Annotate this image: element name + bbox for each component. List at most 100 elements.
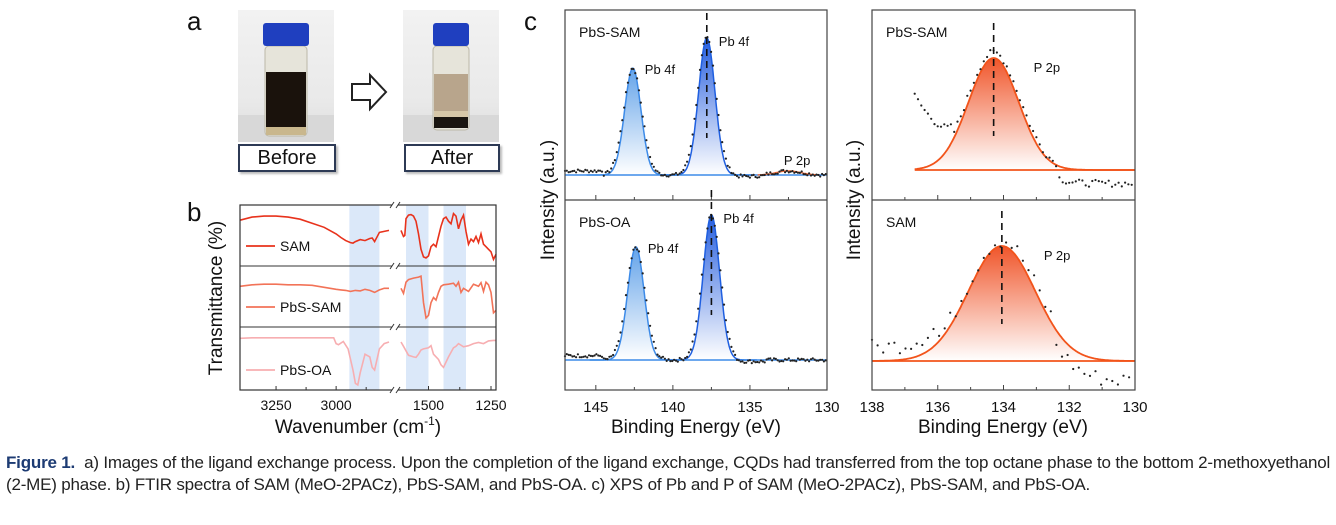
data-point bbox=[819, 358, 822, 361]
data-point bbox=[1083, 372, 1086, 375]
data-point bbox=[778, 170, 781, 173]
data-point bbox=[693, 117, 696, 120]
data-point bbox=[593, 354, 596, 357]
data-point bbox=[1033, 274, 1036, 277]
data-point bbox=[1044, 305, 1047, 308]
data-point bbox=[926, 336, 930, 339]
data-point bbox=[763, 173, 766, 177]
data-point bbox=[604, 357, 607, 360]
data-point bbox=[1018, 99, 1022, 102]
data-point bbox=[972, 81, 976, 84]
data-point bbox=[1107, 179, 1110, 182]
data-point bbox=[587, 171, 591, 174]
legend-label: SAM bbox=[280, 238, 310, 254]
data-point bbox=[674, 171, 678, 175]
data-point bbox=[615, 151, 618, 154]
data-point bbox=[1104, 181, 1107, 185]
data-point bbox=[589, 354, 593, 357]
data-point bbox=[610, 167, 613, 170]
data-point bbox=[798, 358, 802, 361]
data-point bbox=[706, 227, 709, 230]
peak-fill bbox=[589, 246, 682, 360]
data-point bbox=[684, 164, 687, 167]
data-point bbox=[691, 340, 694, 343]
figure-caption: Figure 1. a) Images of the ligand exchan… bbox=[6, 452, 1336, 496]
peak-annotation: P 2p bbox=[1034, 60, 1061, 75]
data-point bbox=[612, 161, 615, 164]
data-point bbox=[689, 145, 692, 148]
data-point bbox=[663, 173, 667, 176]
data-point bbox=[767, 173, 770, 176]
data-point bbox=[1005, 65, 1008, 68]
data-point bbox=[1055, 343, 1058, 346]
xps-p-xlabel: Binding Energy (eV) bbox=[918, 417, 1088, 438]
figure-charts: SAM PbS-SAM PbS-OA 3250 3000 1500 1250 PbS-SAM… bbox=[206, 9, 1148, 438]
data-point bbox=[809, 358, 813, 361]
axis-break-gap bbox=[392, 203, 398, 207]
data-point bbox=[949, 123, 953, 126]
data-point bbox=[700, 273, 704, 276]
data-point bbox=[782, 168, 785, 172]
data-point bbox=[999, 54, 1002, 57]
data-point bbox=[739, 360, 742, 363]
data-point bbox=[700, 54, 704, 57]
data-point bbox=[673, 173, 676, 176]
data-point bbox=[571, 170, 574, 173]
data-point bbox=[632, 248, 635, 251]
data-point bbox=[956, 120, 959, 123]
data-point bbox=[743, 361, 746, 364]
data-point bbox=[756, 360, 759, 364]
data-point bbox=[979, 68, 982, 71]
data-point bbox=[643, 286, 646, 289]
data-point bbox=[1071, 181, 1074, 184]
data-point bbox=[1081, 179, 1084, 182]
data-point bbox=[650, 162, 654, 165]
data-point bbox=[702, 258, 705, 261]
data-point bbox=[667, 175, 670, 178]
data-point bbox=[1010, 246, 1013, 249]
data-point bbox=[612, 353, 615, 357]
data-point bbox=[1016, 245, 1019, 248]
xps-pb-ylabel: Intensity (a.u.) bbox=[538, 140, 559, 260]
data-point bbox=[809, 174, 813, 177]
axis-break-mark bbox=[395, 386, 401, 394]
xps-pb-xlabel: Binding Energy (eV) bbox=[611, 417, 781, 438]
axis-break-mark bbox=[389, 323, 395, 331]
data-point bbox=[1116, 383, 1119, 386]
data-point bbox=[811, 173, 814, 176]
data-point bbox=[904, 347, 907, 350]
data-point bbox=[943, 123, 946, 126]
data-point bbox=[808, 172, 811, 175]
data-point bbox=[1028, 124, 1031, 127]
data-point bbox=[647, 312, 650, 315]
panel-b-letter: b bbox=[187, 197, 202, 227]
data-point bbox=[1061, 181, 1064, 184]
data-point bbox=[654, 347, 657, 350]
data-point bbox=[722, 150, 726, 153]
data-point bbox=[1058, 176, 1061, 179]
data-point bbox=[697, 307, 700, 310]
data-point bbox=[761, 174, 765, 177]
data-point bbox=[741, 360, 744, 363]
data-point bbox=[752, 360, 755, 363]
data-point bbox=[971, 280, 974, 283]
data-point bbox=[580, 356, 583, 359]
series-line-sam bbox=[239, 215, 390, 244]
data-point bbox=[761, 360, 765, 363]
data-point bbox=[606, 169, 609, 173]
data-point bbox=[798, 171, 802, 174]
data-point bbox=[806, 174, 809, 177]
data-point bbox=[966, 94, 969, 97]
data-point bbox=[624, 91, 628, 94]
data-point bbox=[1101, 180, 1104, 183]
data-point bbox=[953, 130, 956, 133]
data-point bbox=[584, 168, 587, 171]
data-point bbox=[962, 109, 966, 112]
data-point bbox=[582, 355, 585, 358]
data-point bbox=[747, 175, 750, 178]
data-point bbox=[887, 342, 890, 345]
data-point bbox=[737, 176, 740, 179]
axis-break-mark bbox=[389, 262, 395, 270]
data-point bbox=[615, 344, 618, 347]
data-point bbox=[652, 340, 655, 343]
